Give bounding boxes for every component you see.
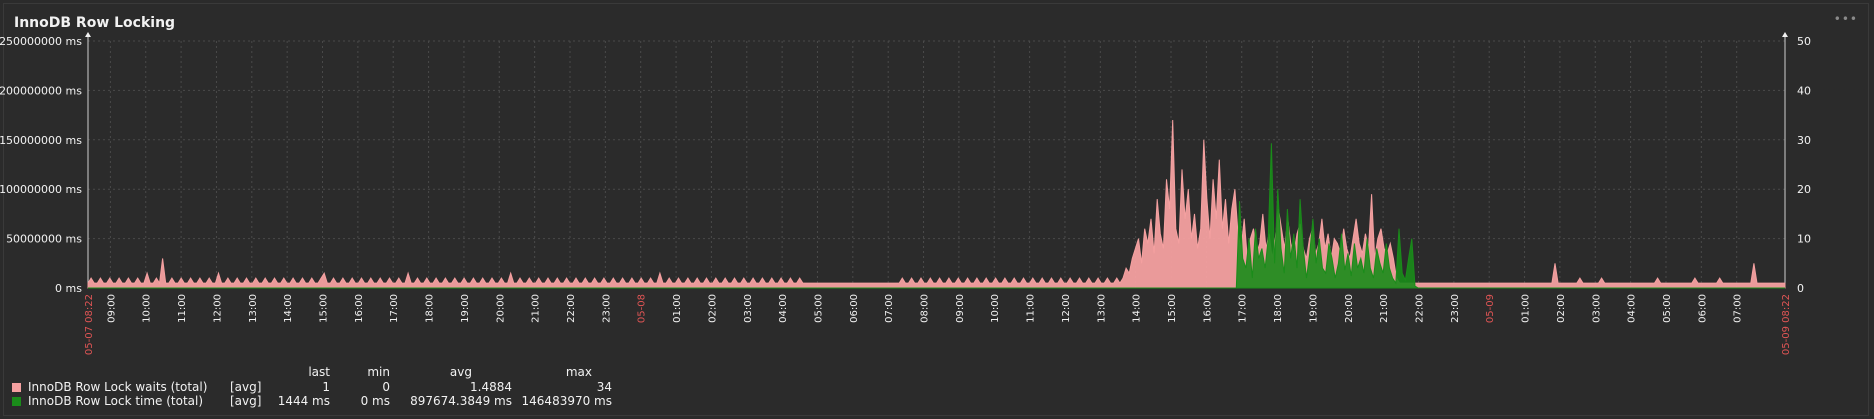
x-axis-tick-label: 12:00: [212, 294, 223, 323]
x-axis-tick-label: 09:00: [955, 294, 966, 323]
x-axis-tick-label: 07:00: [1733, 294, 1744, 323]
x-axis-tick-label: 06:00: [849, 294, 860, 323]
x-axis-tick-label: 23:00: [1450, 294, 1461, 323]
legend-avg-value: 897674.3849 ms: [410, 394, 512, 408]
series-area: [87, 119, 1786, 289]
x-axis-tick-label: 22:00: [566, 294, 577, 323]
x-axis-tick-label: 17:00: [1238, 294, 1249, 323]
x-axis-tick-label: 01:00: [1521, 294, 1532, 323]
legend-header-avg: avg: [449, 365, 472, 379]
left-axis-tick-label: 250000000 ms: [0, 35, 82, 48]
x-axis-tick-label: 07:00: [884, 294, 895, 323]
x-axis-tick-label: 22:00: [1414, 294, 1425, 323]
x-axis-tick-label: 04:00: [778, 294, 789, 323]
legend-max-value: 146483970 ms: [521, 394, 612, 408]
right-axis-tick-label: 40: [1797, 84, 1811, 97]
x-axis-tick-label: 20:00: [495, 294, 506, 323]
legend-max-value: 34: [596, 380, 612, 394]
legend-series-name: InnoDB Row Lock waits (total): [28, 380, 208, 394]
left-axis-tick-label: 0 ms: [55, 282, 82, 295]
x-axis-tick-label: 05-07 08:22: [84, 294, 95, 355]
x-axis-tick-label: 09:00: [106, 294, 117, 323]
x-axis-tick-label: 19:00: [460, 294, 471, 323]
legend-min-value: 0: [382, 380, 390, 394]
legend-header-max: max: [565, 365, 592, 379]
left-axis-tick-label: 200000000 ms: [0, 84, 82, 97]
x-axis-tick-label: 11:00: [1026, 294, 1037, 323]
right-axis-tick-label: 10: [1797, 233, 1811, 246]
legend-series-func: [avg]: [230, 394, 262, 408]
x-axis-tick-label: 08:00: [920, 294, 931, 323]
x-axis-tick-label: 01:00: [672, 294, 683, 323]
x-axis-tick-label: 18:00: [1273, 294, 1284, 323]
x-axis-tick-label: 21:00: [1379, 294, 1390, 323]
x-axis-tick-label: 05:00: [1662, 294, 1673, 323]
legend-min-value: 0 ms: [360, 394, 390, 408]
legend-series-name: InnoDB Row Lock time (total): [28, 394, 204, 408]
right-axis-tick-label: 0: [1797, 282, 1804, 295]
x-axis-tick-label: 02:00: [1556, 294, 1567, 323]
x-axis-tick-label: 06:00: [1697, 294, 1708, 323]
x-axis-tick-label: 20:00: [1344, 294, 1355, 323]
legend-swatch: [12, 383, 21, 392]
right-axis-tick-label: 50: [1797, 35, 1811, 48]
graph-panel: InnoDB Row Locking •••: [3, 3, 1869, 416]
series-area: [88, 143, 1785, 289]
x-axis-tick-label: 05-09 08:22: [1781, 294, 1792, 355]
left-axis-tick-label: 150000000 ms: [0, 134, 82, 147]
x-axis-tick-label: 04:00: [1627, 294, 1638, 323]
x-axis-tick-label: 23:00: [601, 294, 612, 323]
legend-item[interactable]: InnoDB Row Lock time (total) [avg] 1444 …: [12, 394, 632, 408]
left-axis-arrow-icon: [85, 32, 91, 37]
legend-header-last: last: [308, 365, 330, 379]
x-axis-tick-label: 14:00: [1132, 294, 1143, 323]
x-axis-tick-label: 16:00: [354, 294, 365, 323]
left-axis-tick-label: 100000000 ms: [0, 183, 82, 196]
x-axis-tick-label: 10:00: [142, 294, 153, 323]
x-axis-tick-label: 18:00: [425, 294, 436, 323]
x-axis-tick-label: 14:00: [283, 294, 294, 323]
x-axis-tick-label: 19:00: [1308, 294, 1319, 323]
right-axis-tick-label: 20: [1797, 183, 1811, 196]
legend-last-value: 1: [322, 380, 330, 394]
x-axis-tick-label: 03:00: [743, 294, 754, 323]
x-axis-tick-label: 13:00: [248, 294, 259, 323]
right-axis-arrow-icon: [1782, 32, 1788, 37]
x-axis-tick-label: 11:00: [177, 294, 188, 323]
x-axis-tick-label: 17:00: [389, 294, 400, 323]
x-axis-tick-label: 03:00: [1591, 294, 1602, 323]
x-axis-tick-label: 21:00: [531, 294, 542, 323]
legend-item[interactable]: InnoDB Row Lock waits (total) [avg] 1 0 …: [12, 380, 632, 394]
x-axis-tick-label: 13:00: [1096, 294, 1107, 323]
legend-header-min: min: [367, 365, 390, 379]
legend-header-row: last min avg max: [12, 365, 632, 379]
panel-title: InnoDB Row Locking: [14, 15, 176, 31]
legend-series-func: [avg]: [230, 380, 262, 394]
x-axis-tick-label: 02:00: [707, 294, 718, 323]
right-axis-tick-label: 30: [1797, 134, 1811, 147]
x-axis-tick-label: 12:00: [1061, 294, 1072, 323]
legend-swatch: [12, 397, 21, 406]
x-axis-tick-label: 05-09: [1485, 294, 1496, 323]
x-axis-tick-label: 05-08: [637, 294, 648, 323]
more-dots-icon[interactable]: •••: [1833, 12, 1858, 26]
x-axis-tick-label: 10:00: [990, 294, 1001, 323]
legend-avg-value: 1.4884: [470, 380, 512, 394]
x-axis-tick-label: 05:00: [813, 294, 824, 323]
x-axis-tick-label: 15:00: [319, 294, 330, 323]
x-axis-tick-label: 15:00: [1167, 294, 1178, 323]
left-axis-tick-label: 50000000 ms: [6, 233, 82, 246]
legend-last-value: 1444 ms: [277, 394, 330, 408]
x-axis-tick-label: 16:00: [1202, 294, 1213, 323]
